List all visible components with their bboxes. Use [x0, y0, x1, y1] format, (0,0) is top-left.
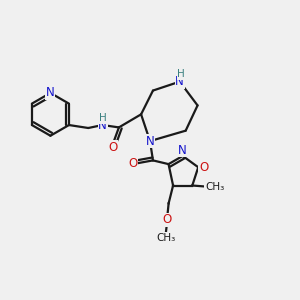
Text: O: O: [108, 141, 118, 154]
Text: N: N: [178, 143, 187, 157]
Text: N: N: [146, 135, 154, 148]
Text: O: O: [128, 157, 138, 170]
Text: N: N: [175, 75, 184, 88]
Text: H: H: [99, 113, 107, 124]
Text: N: N: [46, 86, 55, 99]
Text: CH₃: CH₃: [156, 232, 175, 242]
Text: N: N: [98, 118, 107, 131]
Text: O: O: [199, 161, 208, 174]
Text: CH₃: CH₃: [205, 182, 224, 192]
Text: H: H: [177, 69, 185, 79]
Text: O: O: [163, 213, 172, 226]
